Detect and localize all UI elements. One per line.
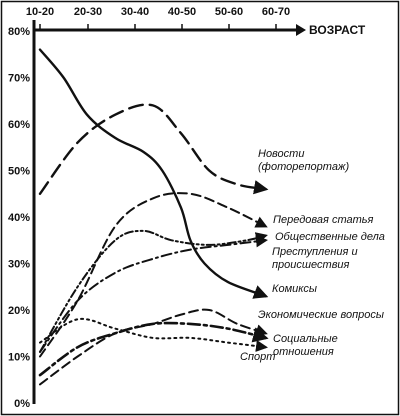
series-label: Комиксы — [272, 283, 317, 295]
x-axis-arrowhead — [296, 24, 306, 36]
series-label: Общественные дела — [275, 231, 385, 243]
series-label: Преступления и происшествия — [272, 246, 358, 271]
series-label: Передовая статья — [273, 214, 374, 226]
x-tick-label: 50-60 — [215, 6, 243, 18]
series-label: Социальные отношения — [273, 333, 338, 358]
y-tick-label: 20% — [8, 305, 30, 317]
series-line — [39, 192, 268, 358]
x-tick-label: 30-40 — [121, 6, 149, 18]
x-tick-label: 60-70 — [262, 6, 290, 18]
series-labels: Новости (фоторепортаж) Передовая статья Общ… — [240, 148, 385, 363]
x-tick-label: 40-50 — [168, 6, 196, 18]
x-axis-title: ВОЗРАСТ — [309, 23, 366, 37]
series-line — [39, 235, 268, 353]
y-tick-label: 0% — [14, 398, 30, 410]
y-tick-label: 40% — [8, 212, 30, 224]
series-label: Экономические вопросы — [258, 309, 384, 321]
series-line — [39, 308, 268, 386]
x-tick-label: 20-30 — [74, 6, 102, 18]
series-label: Новости (фоторепортаж) — [258, 148, 350, 173]
series-line — [38, 321, 269, 377]
x-tick-labels: 10-20 20-30 30-40 40-50 50-60 60-70 — [26, 6, 290, 30]
series-line — [39, 229, 268, 353]
y-tick-labels: 80% 70% 60% 50% 40% 30% 20% 10% 0% — [8, 26, 30, 410]
series-lines — [38, 48, 269, 386]
series-label: Спорт — [240, 351, 275, 363]
series-line — [38, 103, 269, 195]
y-tick-label: 30% — [8, 259, 30, 271]
y-tick-label: 80% — [8, 26, 30, 38]
y-tick-label: 60% — [8, 119, 30, 131]
y-tick-label: 10% — [8, 352, 30, 364]
series-line — [38, 48, 269, 299]
y-tick-label: 50% — [8, 166, 30, 178]
series-line — [39, 317, 268, 352]
y-tick-label: 70% — [8, 73, 30, 85]
x-tick-label: 10-20 — [26, 6, 54, 18]
